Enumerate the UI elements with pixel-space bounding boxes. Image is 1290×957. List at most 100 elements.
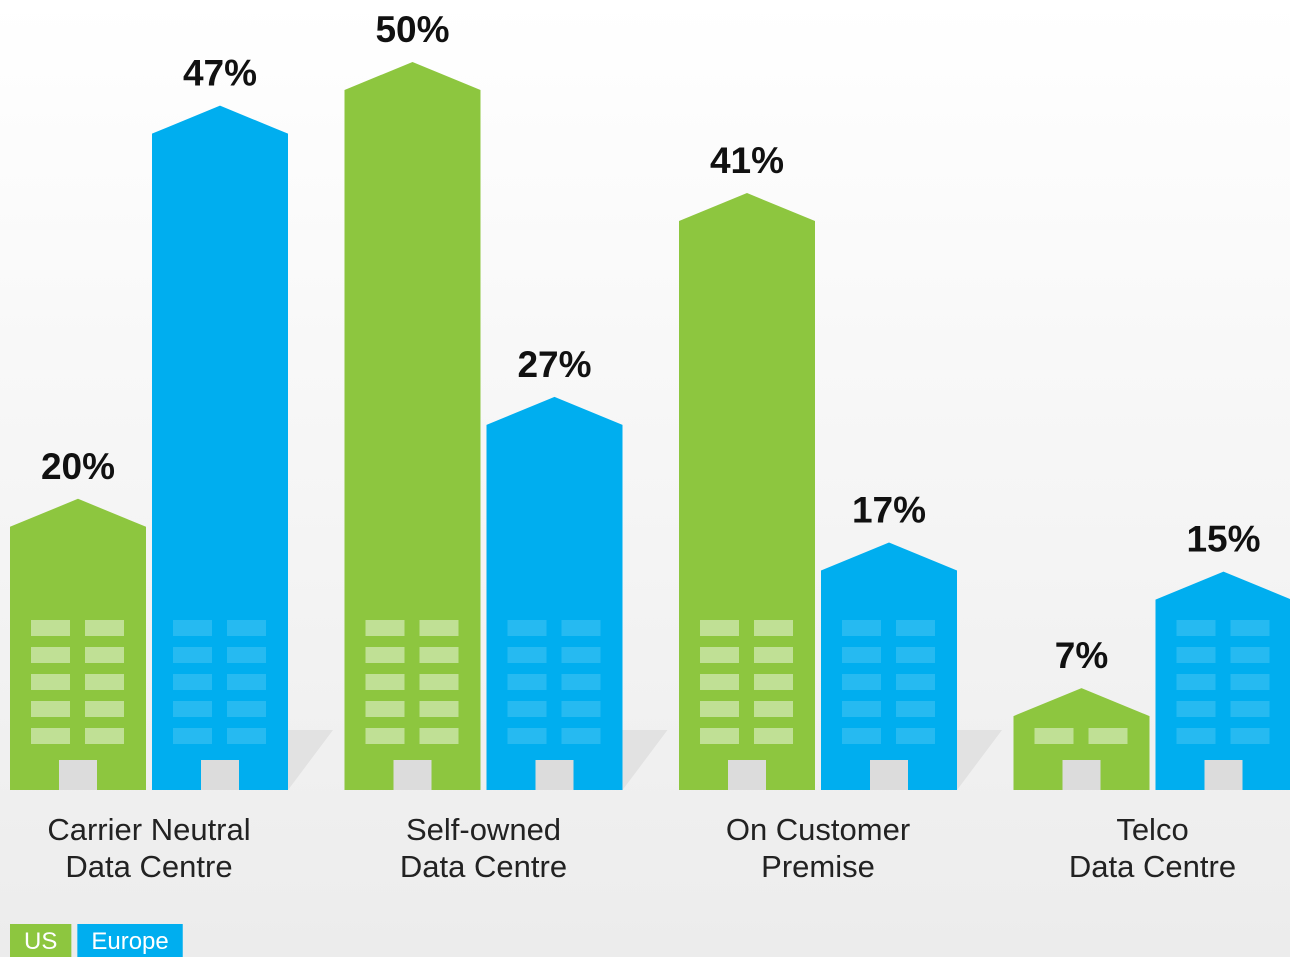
window (842, 674, 881, 690)
window (842, 620, 881, 636)
window (1231, 620, 1270, 636)
legend-item: US (10, 924, 71, 957)
window (562, 620, 601, 636)
value-label: 47% (183, 53, 257, 94)
door (1205, 760, 1243, 790)
door (201, 760, 239, 790)
window (700, 647, 739, 663)
x-tick-label: Data Centre (400, 849, 567, 884)
legend-label: US (24, 928, 57, 955)
window (420, 674, 459, 690)
window (227, 647, 266, 663)
chart: 20%47%Carrier NeutralData Centre50%27%Se… (0, 0, 1290, 957)
window (227, 728, 266, 744)
door (1063, 760, 1101, 790)
window (1177, 728, 1216, 744)
door (394, 760, 432, 790)
window (173, 674, 212, 690)
value-label: 7% (1055, 635, 1108, 676)
window (227, 620, 266, 636)
value-label: 20% (41, 446, 115, 487)
window (85, 674, 124, 690)
page: {"chart_data": {"type": "bar", "categori… (0, 0, 1290, 957)
bar (679, 193, 815, 790)
bar (1156, 572, 1290, 790)
window (31, 620, 70, 636)
window (508, 674, 547, 690)
window (1231, 728, 1270, 744)
window (508, 620, 547, 636)
door (536, 760, 574, 790)
window (366, 674, 405, 690)
x-tick-label: On Customer (726, 812, 910, 847)
window (173, 647, 212, 663)
window (420, 620, 459, 636)
bar (487, 397, 623, 790)
window (896, 620, 935, 636)
value-label: 15% (1186, 519, 1260, 560)
window (85, 701, 124, 717)
window (85, 728, 124, 744)
bar (152, 106, 288, 790)
window (1035, 728, 1074, 744)
x-tick-label: Telco (1116, 812, 1188, 847)
window (700, 674, 739, 690)
window (227, 674, 266, 690)
legend-item: Europe (77, 924, 182, 957)
window (420, 701, 459, 717)
window (31, 701, 70, 717)
window (896, 701, 935, 717)
bar (10, 499, 146, 790)
window (896, 674, 935, 690)
window (366, 728, 405, 744)
window (173, 728, 212, 744)
window (31, 647, 70, 663)
window (173, 701, 212, 717)
door (870, 760, 908, 790)
window (366, 620, 405, 636)
window (700, 620, 739, 636)
window (754, 728, 793, 744)
value-label: 27% (517, 344, 591, 385)
window (700, 728, 739, 744)
window (700, 701, 739, 717)
window (842, 701, 881, 717)
window (420, 647, 459, 663)
window (227, 701, 266, 717)
x-tick-label: Premise (761, 849, 875, 884)
x-tick-label: Carrier Neutral (47, 812, 250, 847)
window (85, 620, 124, 636)
bar (821, 542, 957, 790)
bar (345, 62, 481, 790)
window (754, 647, 793, 663)
window (1231, 647, 1270, 663)
window (85, 647, 124, 663)
window (508, 701, 547, 717)
window (420, 728, 459, 744)
door (59, 760, 97, 790)
value-label: 41% (710, 140, 784, 181)
window (173, 620, 212, 636)
value-label: 50% (375, 9, 449, 50)
window (562, 701, 601, 717)
window (754, 620, 793, 636)
window (562, 647, 601, 663)
window (1089, 728, 1128, 744)
door (728, 760, 766, 790)
window (508, 647, 547, 663)
window (754, 701, 793, 717)
x-tick-label: Data Centre (65, 849, 232, 884)
window (1231, 701, 1270, 717)
window (1177, 674, 1216, 690)
window (1231, 674, 1270, 690)
window (1177, 620, 1216, 636)
window (896, 647, 935, 663)
x-tick-label: Data Centre (1069, 849, 1236, 884)
window (1177, 701, 1216, 717)
window (842, 647, 881, 663)
window (754, 674, 793, 690)
x-tick-label: Self-owned (406, 812, 561, 847)
window (896, 728, 935, 744)
legend-label: Europe (91, 928, 168, 955)
window (562, 674, 601, 690)
